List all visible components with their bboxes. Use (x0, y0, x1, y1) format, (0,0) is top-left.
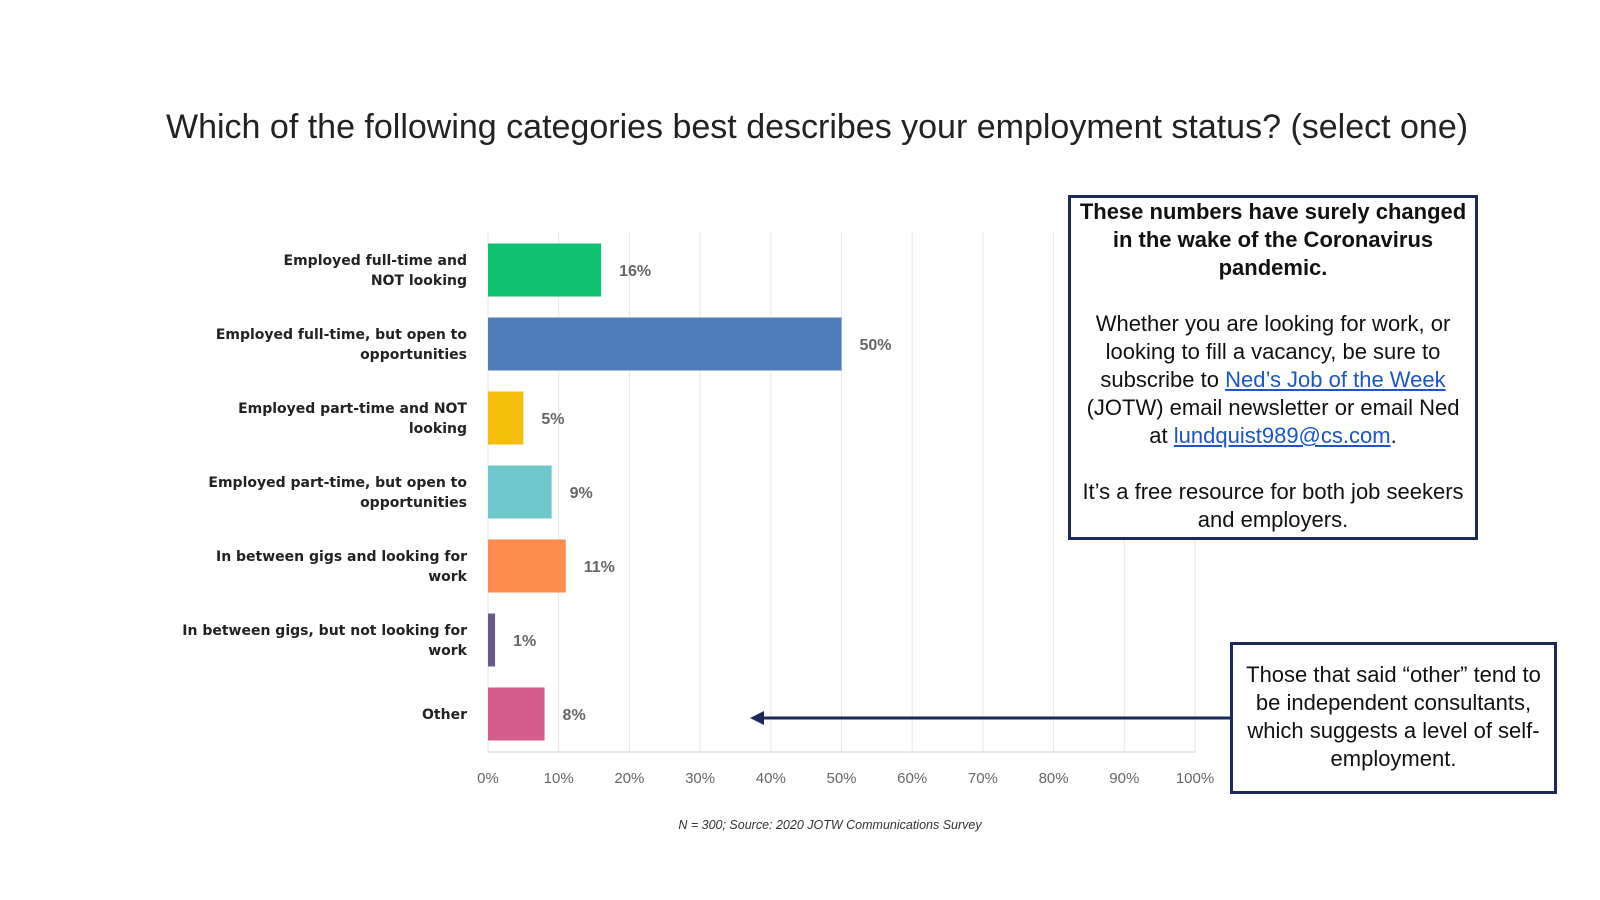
x-tick-label: 60% (897, 770, 927, 787)
callout-footer: It’s a free resource for both job seeker… (1082, 479, 1464, 532)
x-tick-label: 100% (1176, 770, 1214, 787)
pandemic-callout-box: These numbers have surely changed in the… (1068, 195, 1478, 540)
source-note: N = 300; Source: 2020 JOTW Communication… (678, 818, 982, 832)
category-label: Employed full-time and (284, 253, 467, 269)
x-tick-label: 50% (826, 770, 856, 787)
bar-value-label: 1% (513, 633, 536, 650)
bar-value-label: 5% (541, 411, 564, 428)
bar-value-label: 16% (619, 263, 651, 280)
bar-value-label: 8% (563, 707, 586, 724)
callout-body-text: Whether you are looking for work, or loo… (1095, 311, 1451, 392)
category-label: work (428, 569, 467, 585)
category-label: work (428, 643, 467, 659)
category-label: opportunities (360, 495, 467, 511)
x-tick-label: 70% (968, 770, 998, 787)
callout-body: Whether you are looking for work, or loo… (1079, 310, 1467, 450)
bar (488, 539, 566, 593)
bar (488, 317, 842, 371)
x-tick-label: 30% (685, 770, 715, 787)
x-tick-label: 40% (756, 770, 786, 787)
category-label: opportunities (360, 347, 467, 363)
email-link[interactable]: lundquist989@cs.com (1173, 423, 1391, 448)
other-callout-text: Those that said “other” tend to be indep… (1246, 662, 1541, 771)
x-tick-label: 0% (477, 770, 499, 787)
category-label: Employed full-time, but open to (216, 327, 468, 343)
x-tick-label: 20% (614, 770, 644, 787)
bar (488, 613, 496, 667)
x-tick-label: 10% (544, 770, 574, 787)
page-title: Which of the following categories best d… (166, 108, 1469, 146)
x-tick-label: 90% (1109, 770, 1139, 787)
callout-arrow-head (750, 711, 764, 725)
category-label: NOT looking (371, 273, 467, 289)
bar (488, 243, 602, 297)
bar (488, 687, 545, 741)
other-callout-box: Those that said “other” tend to be indep… (1230, 642, 1557, 794)
callout-heading: These numbers have surely changed in the… (1079, 199, 1467, 280)
category-label: Employed part-time and NOT (238, 401, 467, 417)
x-tick-label: 80% (1039, 770, 1069, 787)
bar-value-label: 9% (570, 485, 593, 502)
category-label: looking (409, 421, 467, 437)
bar (488, 465, 552, 519)
category-label: Other (422, 707, 467, 723)
callout-body-text-2: (JOTW) email newsletter or email Ned at (1086, 395, 1460, 448)
jotw-newsletter-link[interactable]: Ned’s Job of the Week (1225, 367, 1446, 392)
bar-value-label: 50% (860, 337, 892, 354)
bar (488, 391, 524, 445)
callout-period: . (1390, 423, 1397, 448)
category-label: In between gigs, but not looking for (182, 623, 467, 639)
category-label: Employed part-time, but open to (208, 475, 467, 491)
category-label: In between gigs and looking for (216, 549, 467, 565)
bar-value-label: 11% (584, 559, 615, 576)
